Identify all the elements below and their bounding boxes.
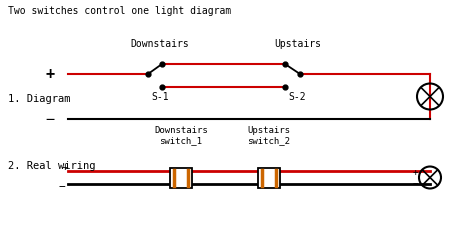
Text: +: +: [62, 162, 68, 172]
Text: −: −: [413, 178, 418, 187]
Text: +: +: [46, 66, 55, 81]
Text: Upstairs
switch_2: Upstairs switch_2: [247, 125, 291, 145]
Text: S-1: S-1: [151, 92, 169, 102]
Text: Two switches control one light diagram: Two switches control one light diagram: [8, 6, 231, 16]
Text: 1. Diagram: 1. Diagram: [8, 94, 71, 104]
Text: Upstairs: Upstairs: [274, 39, 321, 49]
Text: Downstairs
switch_1: Downstairs switch_1: [154, 125, 208, 145]
Bar: [258, 168, 280, 187]
Text: Downstairs: Downstairs: [131, 39, 190, 49]
Bar: [170, 168, 192, 187]
Text: −: −: [46, 112, 55, 126]
Text: S-2: S-2: [289, 92, 306, 102]
Text: 2. Real wiring: 2. Real wiring: [8, 161, 95, 171]
Text: −: −: [59, 182, 65, 192]
Text: +: +: [413, 168, 418, 177]
